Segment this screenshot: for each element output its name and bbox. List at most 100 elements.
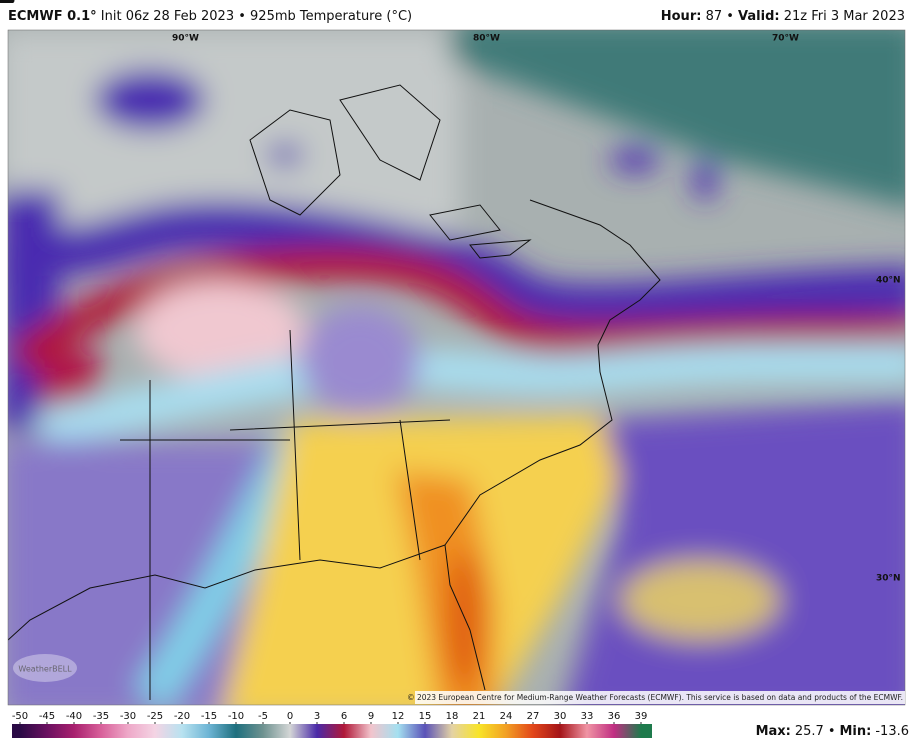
colorbar-tick-label: -25 [147, 711, 163, 722]
temperature-label: 1 [3, 0, 9, 6]
temperature-label: 13 [2, 0, 15, 6]
coastlines [8, 84, 661, 700]
temperature-label: 18 [0, 0, 8, 6]
temperature-label: 9 [0, 0, 3, 6]
temperature-label: -7 [0, 0, 5, 6]
temperature-label: 12 [0, 0, 6, 6]
temperature-label: -1 [0, 0, 5, 6]
temperature-label: 8 [0, 0, 5, 6]
temperature-label: 16 [0, 0, 9, 6]
temperature-label: 18 [0, 0, 7, 6]
temperature-label: 11 [0, 0, 11, 6]
temperature-label: 22 [0, 0, 8, 6]
temperature-label: 6 [2, 0, 8, 6]
temperature-label: 0 [0, 0, 3, 6]
temperature-label: -7 [0, 0, 10, 6]
valid-part: 21z Fri 3 Mar 2023 [780, 9, 905, 24]
temperature-label: -1 [0, 0, 10, 6]
temperature-label: 11 [1, 0, 14, 6]
colorbar-tick-label: -35 [93, 711, 109, 722]
colorbar-tick-label: -20 [174, 711, 190, 722]
temperature-label: 17 [0, 0, 6, 6]
temperature-label: 17 [0, 0, 8, 6]
temperature-label: 4 [0, 0, 4, 6]
temperature-label: 15 [0, 0, 6, 6]
temperature-label: -1 [0, 0, 5, 6]
header-right: Hour: 87 • Valid: 21z Fri 3 Mar 2023 [661, 9, 905, 24]
temperature-label: -6 [0, 0, 5, 6]
temperature-label: 16 [0, 0, 6, 6]
graticule-label: 40°N [876, 276, 901, 286]
temperature-label: 17 [0, 0, 11, 6]
temperature-label: 1 [2, 0, 8, 6]
temperature-label: -4 [0, 0, 7, 6]
temperature-label: -2 [0, 0, 6, 6]
temperature-label: 16 [0, 0, 11, 6]
temperature-label: 11 [2, 0, 15, 6]
temperature-label: 3 [0, 0, 5, 6]
temperature-label: 19 [0, 0, 6, 6]
temperature-label: 10 [0, 0, 6, 6]
temperature-label: 17 [0, 0, 6, 6]
temperature-label: 18 [0, 0, 8, 6]
temperature-label: 18 [0, 0, 8, 6]
temperature-label: 7 [0, 0, 5, 6]
temperature-label: 19 [0, 0, 6, 6]
temperature-label: 19 [0, 0, 6, 6]
temperature-label: -1 [0, 0, 5, 6]
colorbar-tick-label: 12 [392, 711, 405, 722]
temperature-label: 2 [6, 0, 12, 6]
temperature-label: 17 [0, 0, 10, 6]
graticule-label: 80°W [473, 34, 500, 44]
colorbar-tick-label: 3 [314, 711, 320, 722]
colorbar-tick-label: 27 [527, 711, 540, 722]
temperature-label: 16 [1, 0, 14, 6]
temperature-label: 23 [0, 0, 6, 6]
temperature-label: 14 [0, 0, 8, 6]
temperature-label: 19 [0, 0, 9, 6]
init-field: Init 06z 28 Feb 2023 • 925mb Temperature… [101, 9, 412, 24]
temperature-label: 18 [0, 0, 6, 6]
temperature-label: 13 [0, 0, 6, 6]
temperature-label: 16 [0, 0, 6, 6]
graticule-label: 70°W [772, 34, 799, 44]
temperature-label: 14 [0, 0, 6, 6]
colorbar-tick-label: 0 [287, 711, 293, 722]
temperature-label: 19 [0, 0, 6, 6]
temperature-label: 6 [0, 0, 3, 6]
temperature-label: 13 [0, 0, 7, 6]
temperature-label: 19 [0, 0, 11, 6]
logo-badge [13, 654, 77, 682]
logo: WeatherBELL [18, 665, 72, 674]
temperature-label: 20 [0, 0, 7, 6]
temperature-label: 2 [0, 0, 3, 6]
temperature-label: 14 [0, 0, 8, 6]
temperature-label: 5 [0, 0, 3, 6]
temperature-label: 16 [0, 0, 6, 6]
copyright-bg [415, 691, 905, 704]
temperature-label: 0 [0, 0, 3, 6]
temperature-label: 14 [0, 0, 6, 6]
temperature-label: 0 [0, 0, 3, 6]
temperature-label: 12 [0, 0, 6, 6]
temperature-label: 10 [0, 0, 9, 6]
temperature-label: 18 [0, 0, 6, 6]
temperature-label: -2 [0, 0, 8, 6]
temperature-label: 3 [0, 0, 3, 6]
temperature-label: 24 [0, 0, 11, 6]
temperature-label: 20 [0, 0, 6, 6]
temperature-label: 17 [0, 0, 8, 6]
temperature-label: 5 [0, 0, 3, 6]
temperature-label: 24 [0, 0, 6, 6]
temperature-label: 4 [5, 0, 11, 6]
temperature-label: -11 [0, 0, 9, 6]
temperature-label: 13 [0, 0, 6, 6]
stat: -13.6 [875, 724, 909, 739]
temperature-label: 10 [0, 0, 9, 6]
temperature-label: 21 [0, 0, 6, 6]
temperature-label: 16 [0, 0, 6, 6]
valid-part: Hour: [661, 9, 702, 24]
temperature-label: 0 [5, 0, 11, 6]
temperature-label: 19 [0, 0, 8, 6]
temperature-label: 9 [5, 0, 11, 6]
